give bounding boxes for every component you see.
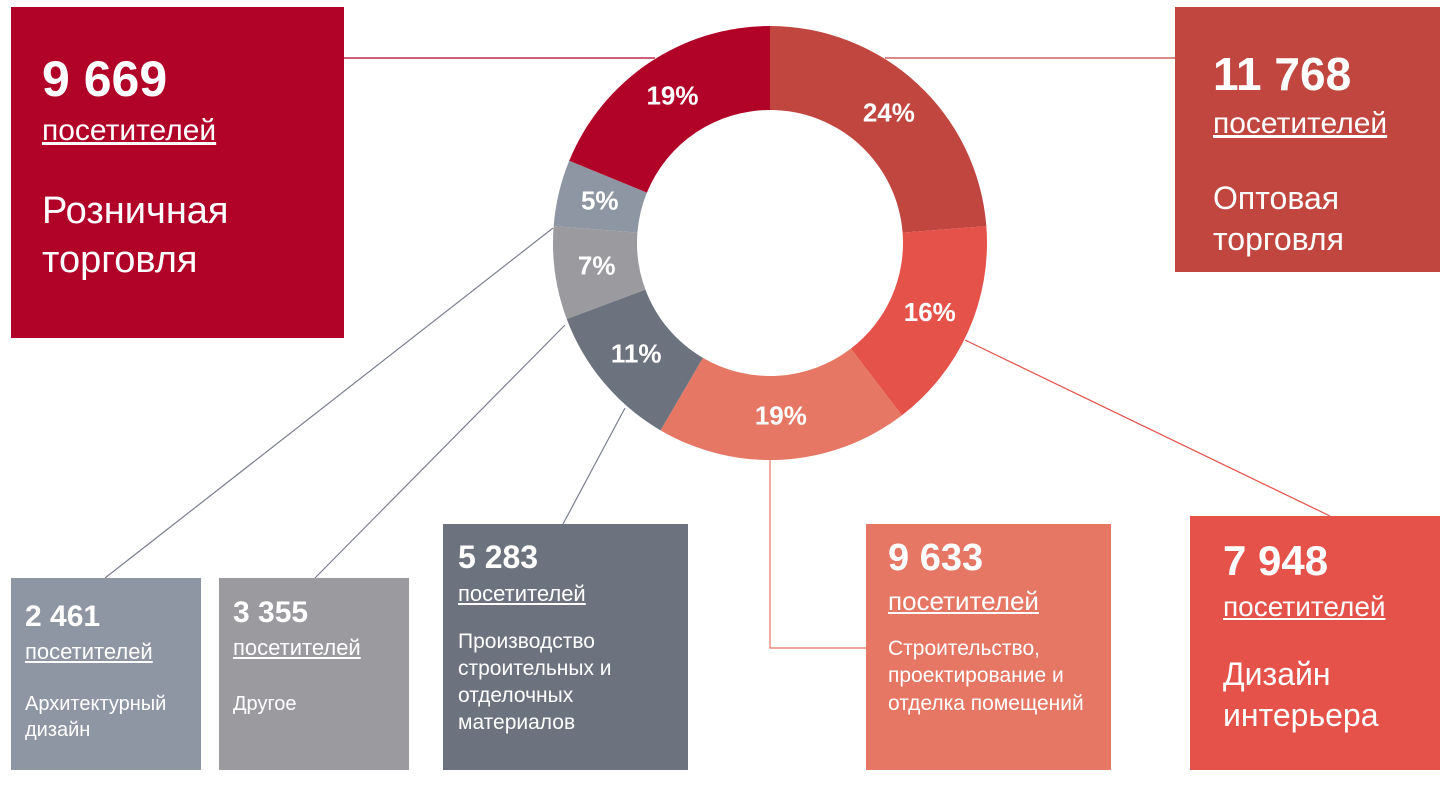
category-box: 9 669 посетителей Розничная торговля [11,7,344,338]
category-name: Другое [233,693,297,716]
category-name: Производство строительных и отделочных м… [458,629,612,735]
donut-slice [553,226,646,319]
unit-label: посетителей [1223,591,1386,623]
category-box: 5 283 посетителей Производство строительны… [443,524,688,770]
category-box: 7 948 посетителей Дизайн интерьера [1190,516,1440,770]
category-box: 9 633 посетителей Строительство, проектиро… [866,524,1111,770]
visitor-count: 9 669 [42,51,168,107]
leader-line [314,324,566,579]
leader-line [562,407,626,525]
visitor-count: 3 355 [233,596,309,629]
category-name: Розничная торговля [42,190,229,282]
unit-label: посетителей [458,581,586,607]
visitor-count: 7 948 [1223,537,1329,584]
donut-slice [850,226,987,416]
percent-label: 16% [904,297,956,327]
donut-slice [660,348,902,461]
donut-slice [553,160,647,233]
percent-label: 19% [755,401,807,431]
leader-line [769,460,866,649]
category-name: Дизайн интерьера [1223,655,1379,734]
category-box: 3 355 посетителей Другое [219,578,409,770]
unit-label: посетителей [1213,106,1388,140]
category-name: Архитектурный дизайн [25,693,167,742]
category-name: Оптовая торговля [1213,179,1344,258]
category-name: Строительство, проектирование и отделка … [888,636,1084,715]
leader-line [964,339,1331,517]
visitor-count: 2 461 [25,600,101,633]
donut-slice [770,26,987,233]
visitor-count: 9 633 [888,537,984,579]
leader-line [104,227,554,579]
donut-slice [566,289,703,431]
percent-label: 11% [611,339,662,369]
donut-slice [569,26,770,193]
percent-label: 5% [581,185,619,215]
category-box: 2 461 посетителей Архитектурный дизайн [11,578,201,770]
unit-label: посетителей [42,114,217,147]
unit-label: посетителей [233,635,361,660]
percent-label: 19% [646,81,698,111]
category-box: 11 768 посетителей Оптовая торговля [1175,7,1440,272]
visitor-count: 11 768 [1213,48,1352,100]
unit-label: посетителей [25,639,153,664]
visitor-count: 5 283 [458,539,539,575]
unit-label: посетителей [888,585,1039,616]
percent-label: 7% [578,250,616,280]
percent-label: 24% [863,97,915,127]
